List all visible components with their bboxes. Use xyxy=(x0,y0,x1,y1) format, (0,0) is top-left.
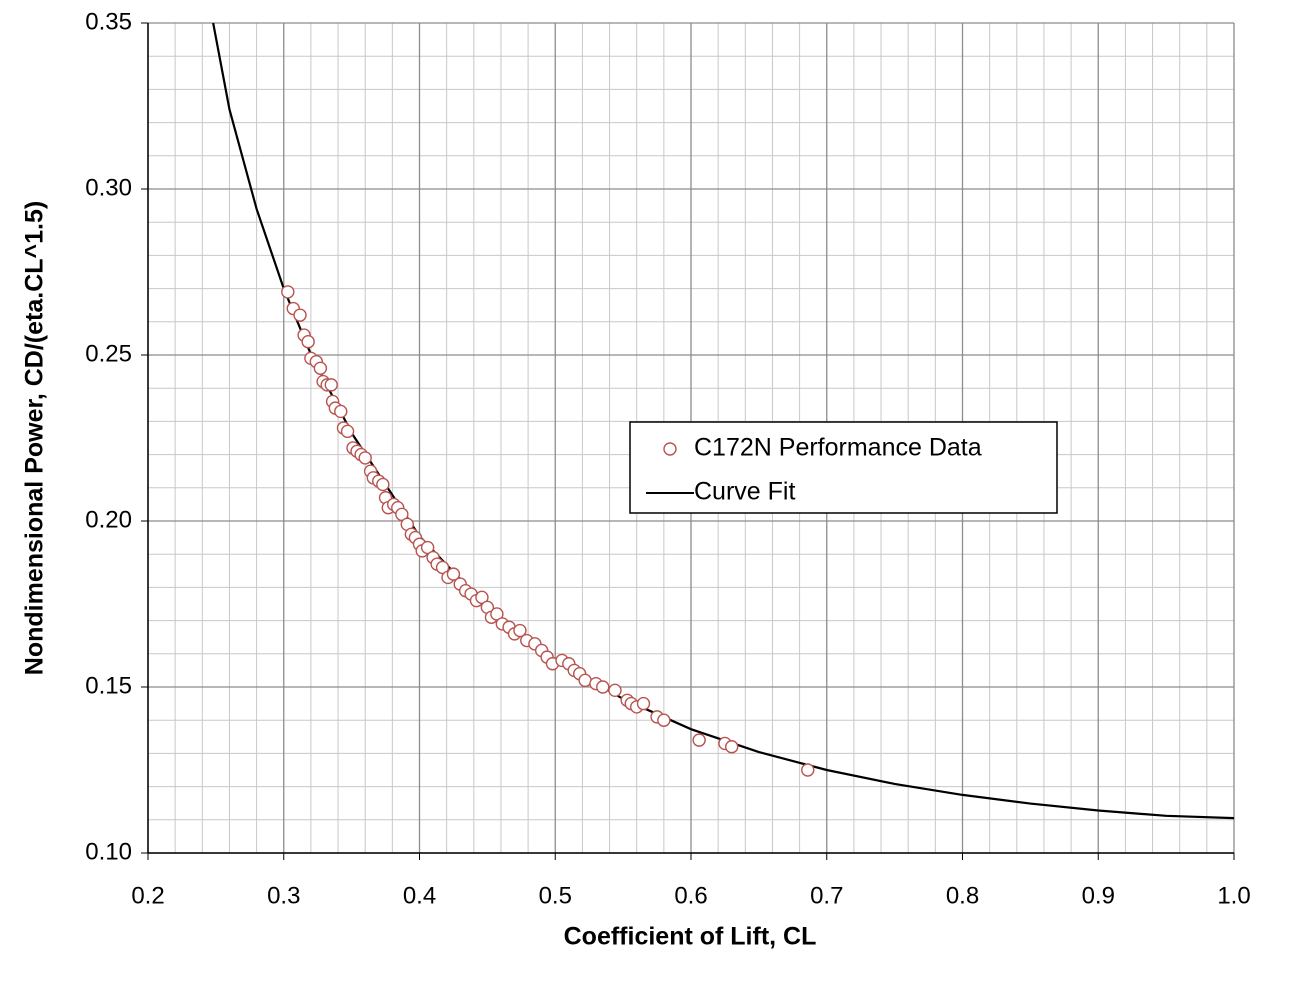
y-tick-label: 0.25 xyxy=(85,340,132,367)
data-point xyxy=(636,696,651,711)
x-tick-label: 0.6 xyxy=(674,882,707,909)
legend-marker xyxy=(663,442,677,456)
data-point xyxy=(420,540,435,555)
data-point xyxy=(324,378,338,392)
x-tick-label: 0.9 xyxy=(1082,882,1115,909)
data-point xyxy=(490,607,504,621)
curve xyxy=(212,22,1234,820)
x-tick-label: 0.4 xyxy=(403,882,436,909)
legend-box xyxy=(629,421,1058,514)
x-tick-label: 1.0 xyxy=(1217,882,1250,909)
x-tick-label: 0.7 xyxy=(810,882,843,909)
y-tick-label: 0.35 xyxy=(85,8,132,35)
legend-label: C172N Performance Data xyxy=(694,434,982,462)
data-point xyxy=(395,507,409,522)
y-axis-title: Nondimensional Power, CD/(eta.CL^1.5) xyxy=(21,201,49,675)
data-point xyxy=(578,673,592,688)
y-tick-label: 0.15 xyxy=(85,672,132,699)
data-point xyxy=(313,361,328,375)
data-point xyxy=(608,683,622,698)
x-tick-label: 0.3 xyxy=(267,882,300,909)
data-point xyxy=(340,424,355,439)
data-point xyxy=(725,740,739,754)
data-point xyxy=(293,308,307,322)
data-point xyxy=(301,335,315,349)
y-tick-label: 0.20 xyxy=(85,506,132,533)
legend: C172N Performance Data Curve Fit xyxy=(629,421,1058,514)
data-point xyxy=(475,590,489,605)
legend-label: Curve Fit xyxy=(694,478,795,506)
data-point xyxy=(435,560,450,575)
x-tick-label: 0.8 xyxy=(946,882,979,909)
data-point xyxy=(334,404,348,419)
data-point xyxy=(692,733,706,747)
data-point xyxy=(446,567,461,581)
x-axis-title: Coefficient of Lift, CL xyxy=(564,923,817,951)
data-point xyxy=(376,477,390,492)
grid xyxy=(147,22,1235,854)
x-tick-label: 0.5 xyxy=(539,882,572,909)
data-point xyxy=(358,451,372,465)
y-tick-label: 0.10 xyxy=(85,838,132,865)
data-point xyxy=(801,763,815,777)
y-tick-label: 0.30 xyxy=(85,174,132,201)
data-point xyxy=(596,680,610,694)
x-tick-label: 0.2 xyxy=(131,882,164,909)
data-point xyxy=(513,623,527,638)
data-point xyxy=(281,285,295,299)
data-point xyxy=(657,713,671,727)
